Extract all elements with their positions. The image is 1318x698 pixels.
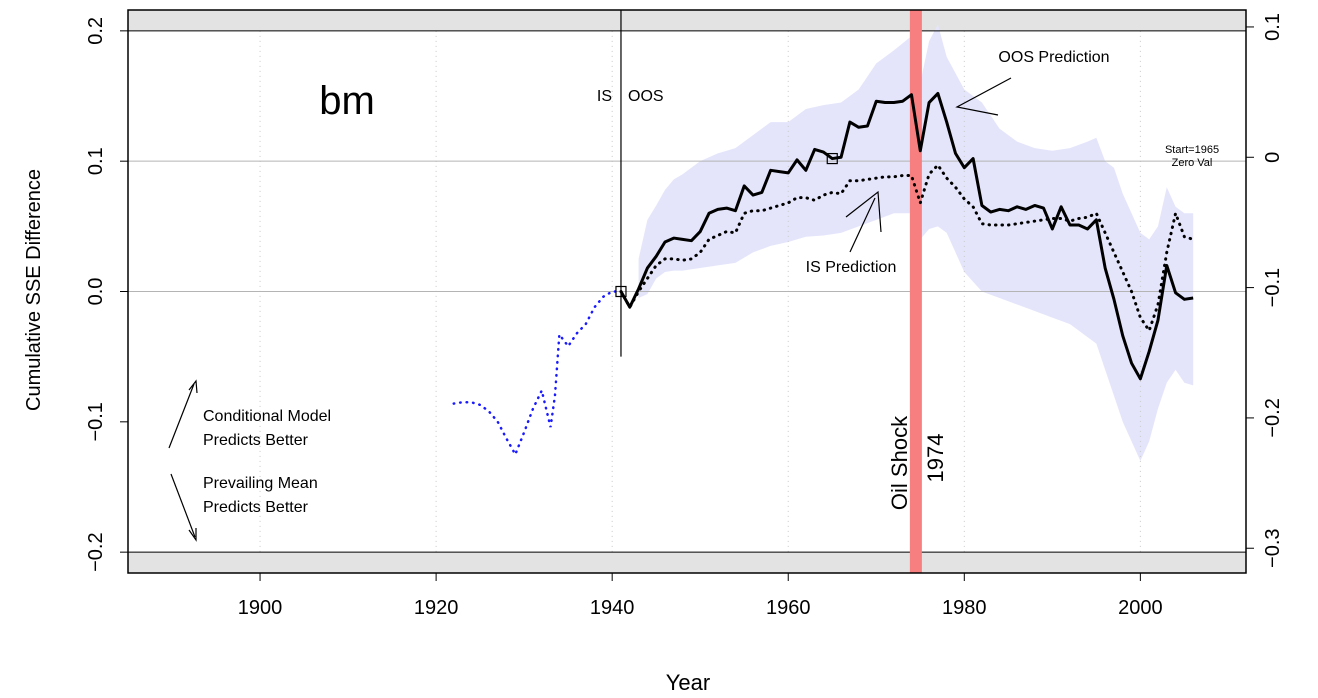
up-arrow-shaft xyxy=(168,383,195,449)
oil-shock-year-label: 1974 xyxy=(923,434,948,483)
up-arrow-head xyxy=(188,379,198,394)
right-tick-label-1: −0.2 xyxy=(1262,398,1284,437)
y-tick-label-1: −0.1 xyxy=(85,402,107,441)
oos-prediction-line xyxy=(619,91,1194,381)
is-prediction-label: IS Prediction xyxy=(806,259,897,276)
x-tick-label-1920: 1920 xyxy=(414,597,459,619)
x-tick-label-2000: 2000 xyxy=(1118,597,1163,619)
oos-prediction-label: OOS Prediction xyxy=(998,49,1109,66)
right-tick-label-3: 0 xyxy=(1262,152,1284,163)
upper-grey-band xyxy=(128,10,1246,31)
right-tick-label-0: −0.3 xyxy=(1262,528,1284,567)
legend-down-label-line2: Predicts Better xyxy=(203,499,309,516)
oos-prediction-arrow xyxy=(955,77,1012,116)
y-tick-label-2: 0.0 xyxy=(85,278,107,306)
y-tick-label-0: −0.2 xyxy=(85,532,107,571)
confidence-band-layer xyxy=(638,24,1194,461)
zero-val-note: Zero Val xyxy=(1172,157,1213,169)
chart-title: bm xyxy=(319,79,375,123)
square-marker-1 xyxy=(615,285,627,298)
x-axis-title: Year xyxy=(666,670,710,695)
axes-layer: 1900 1920 1940 1960 1980 2000 −0.2 −0.1 0.0 0.1 0.… xyxy=(85,9,1284,619)
y-tick-label-4: 0.2 xyxy=(85,17,107,45)
oil-shock-label: Oil Shock xyxy=(887,415,912,510)
legend-up-label-line2: Predicts Better xyxy=(203,432,309,449)
is-prediction-arrow xyxy=(845,190,882,233)
is-label: IS xyxy=(597,88,612,105)
pre-sample-line xyxy=(452,290,623,458)
start-year-note: Start=1965 xyxy=(1165,144,1219,156)
x-tick-label-1940: 1940 xyxy=(590,597,635,619)
down-arrow-head xyxy=(188,528,197,542)
square-marker-2 xyxy=(826,152,838,165)
y-tick-label-3: 0.1 xyxy=(85,147,107,175)
is-prediction-line xyxy=(619,162,1195,334)
y-axis-title: Cumulative SSE Difference xyxy=(23,169,45,411)
grey-bands-layer xyxy=(128,10,1246,573)
oos-confidence-band xyxy=(638,24,1194,461)
reference-lines-layer xyxy=(128,30,1246,553)
series-layer xyxy=(168,10,1195,542)
is-prediction-pointer xyxy=(849,197,876,253)
oos-label: OOS xyxy=(628,88,664,105)
right-tick-label-2: −0.1 xyxy=(1262,268,1284,307)
legend-down-label-line1: Prevailing Mean xyxy=(203,475,318,492)
right-tick-label-4: 0.1 xyxy=(1262,13,1284,41)
x-tick-label-1980: 1980 xyxy=(942,597,987,619)
x-tick-label-1900: 1900 xyxy=(238,597,283,619)
legend-up-label-line1: Conditional Model xyxy=(203,408,331,425)
down-arrow-shaft xyxy=(170,473,196,538)
lower-grey-band xyxy=(128,552,1246,573)
x-tick-label-1960: 1960 xyxy=(766,597,811,619)
